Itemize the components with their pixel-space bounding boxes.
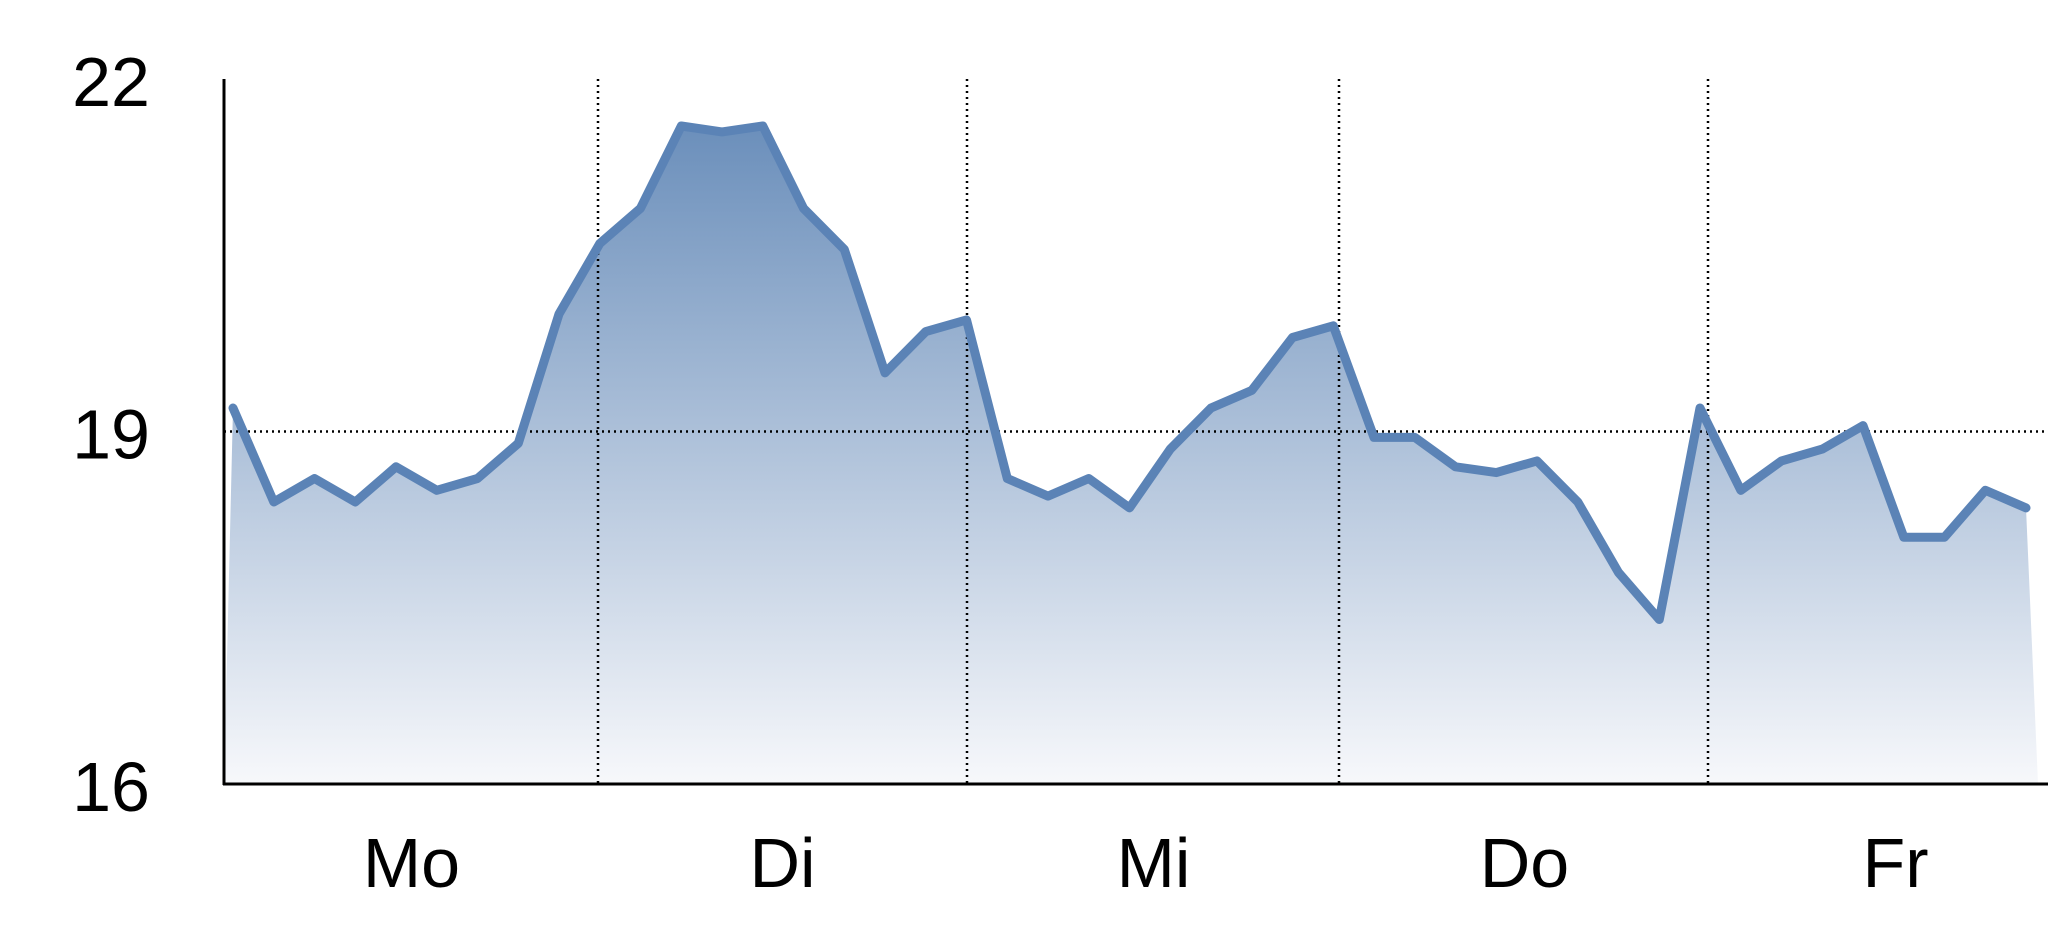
x-tick-label: Mo <box>363 824 460 902</box>
x-tick-label: Fr <box>1862 824 1928 902</box>
x-tick-label: Mi <box>1117 824 1191 902</box>
y-tick-label: 19 <box>72 396 150 474</box>
y-tick-label: 22 <box>72 43 150 121</box>
series-line <box>228 121 2031 624</box>
x-tick-label: Di <box>749 824 815 902</box>
y-tick-label: 16 <box>72 748 150 826</box>
x-tick-label: Do <box>1480 824 1569 902</box>
area-fill <box>224 126 2038 784</box>
